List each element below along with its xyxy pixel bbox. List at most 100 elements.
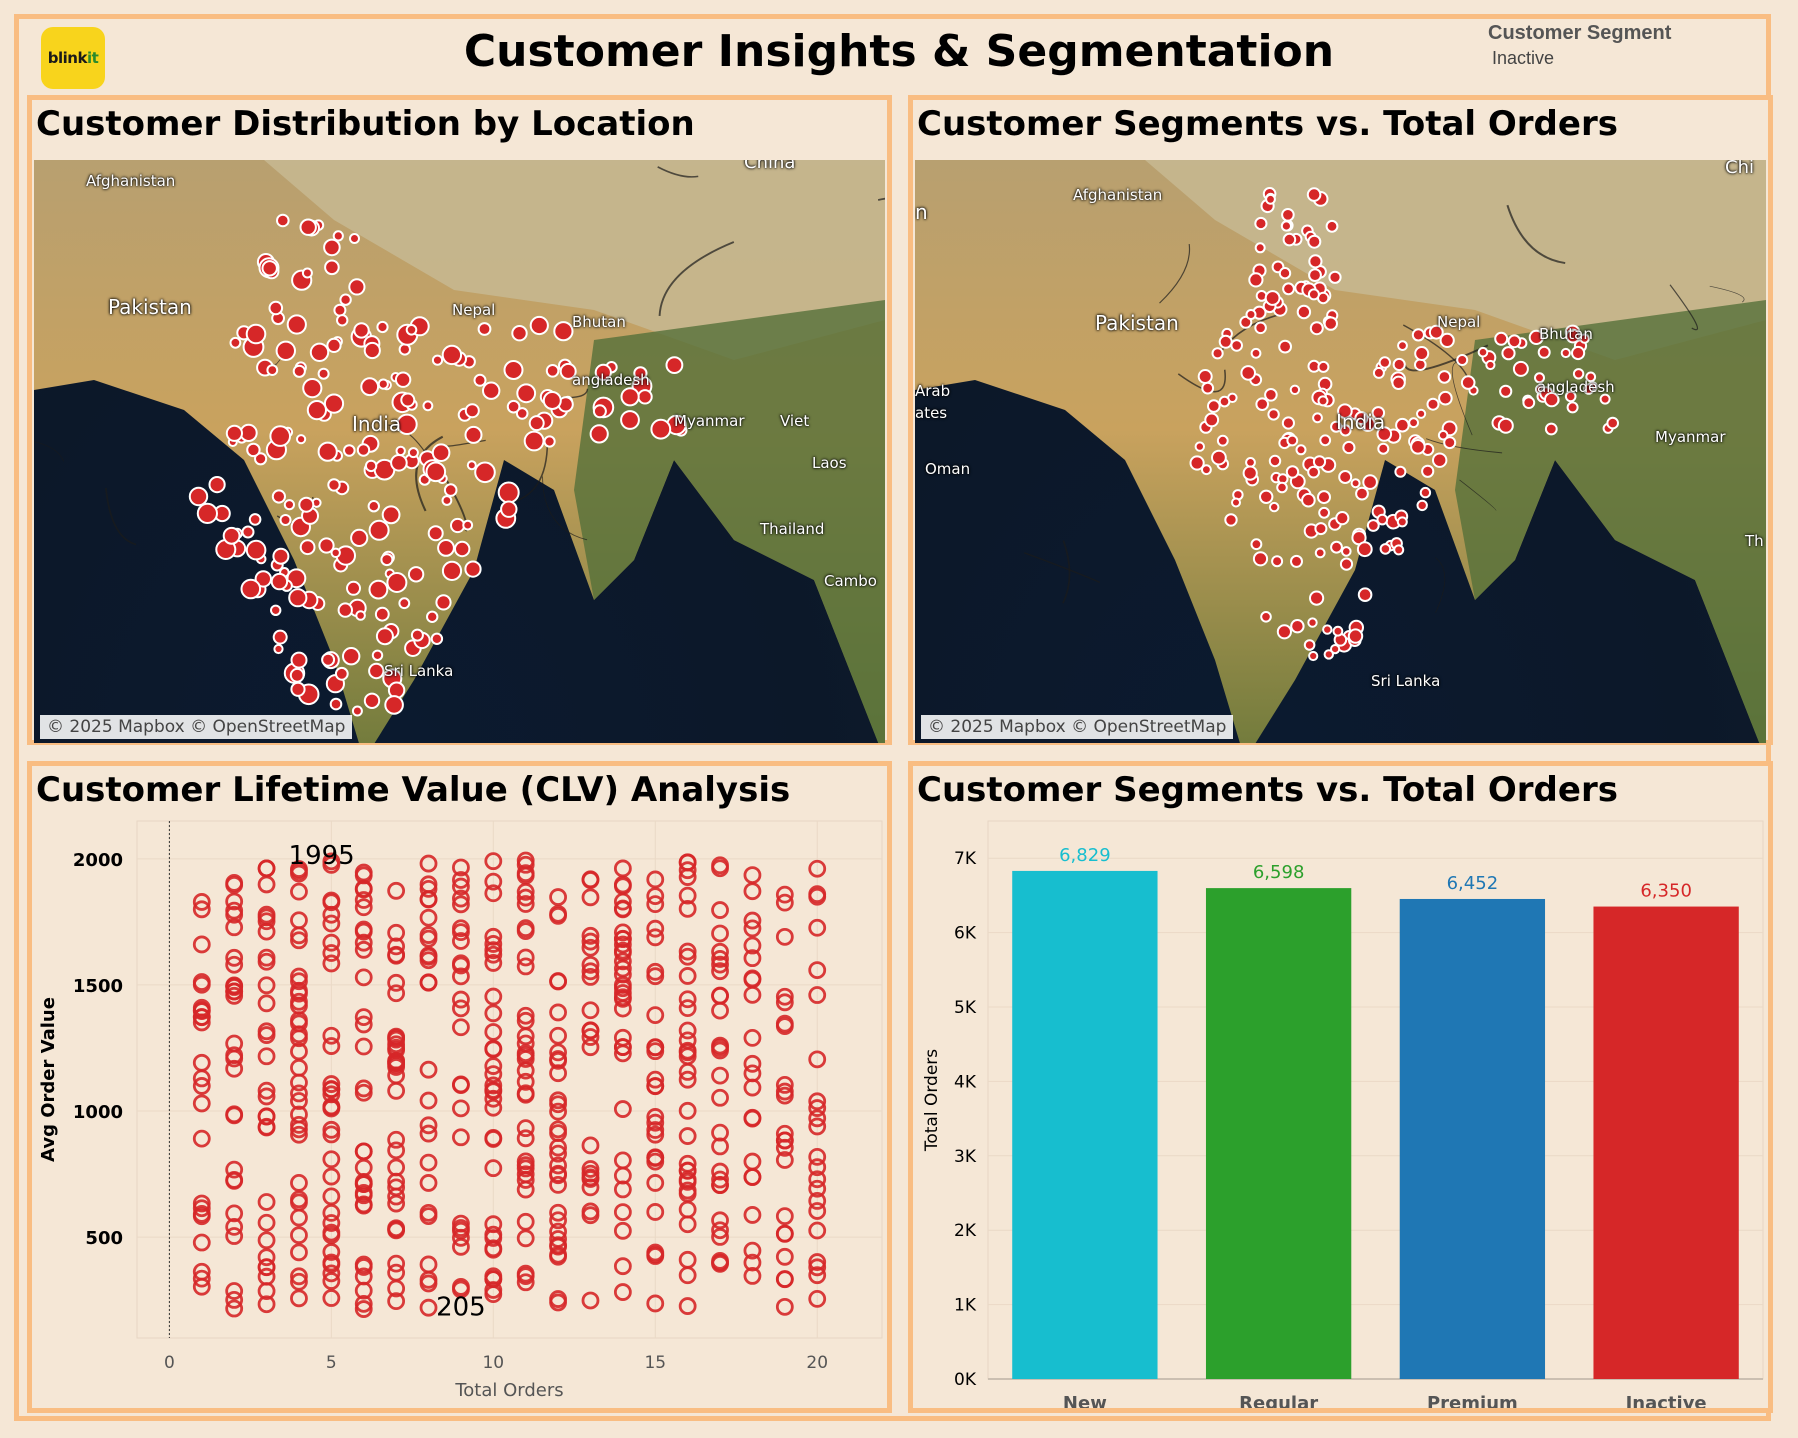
customer-location-marker [1564,390,1577,403]
scatter-point [322,852,341,871]
customer-location-marker [323,238,341,257]
customer-location-marker [437,539,455,557]
scatter-point [743,1054,762,1073]
map-place-label: Thailand [760,520,825,538]
scatter-point [192,1094,211,1113]
scatter-point [192,1069,211,1088]
customer-location-marker [454,540,471,558]
customer-location-marker [321,652,336,667]
scatter-point [743,1206,762,1224]
customer-location-marker [254,570,273,588]
scatter-point [711,901,729,919]
customer-location-marker [1432,452,1448,468]
dashboard-title: Customer Insights & Segmentation [463,26,1335,77]
panel-title: Customer Segments vs. Total Orders [917,104,1618,144]
border-line [542,476,588,541]
customer-location-marker [1314,547,1326,559]
y-tick-label: 1000 [73,1102,123,1123]
customer-location-marker [1328,270,1342,284]
scatter-point [419,1116,438,1135]
scatter-point [549,1156,567,1175]
map-attribution[interactable]: © 2025 Mapbox © OpenStreetMap [40,715,353,739]
scatter-point [549,1164,567,1183]
scatter-point [549,972,567,991]
customer-location-marker [589,424,609,444]
customer-location-marker [363,692,381,709]
customer-location-marker [318,537,335,554]
customer-location-marker [346,580,361,596]
bar-new [1012,870,1158,1379]
customer-location-marker [302,378,323,399]
customer-location-marker [1290,554,1303,568]
scatter-point [775,1076,794,1094]
customer-location-marker [377,378,389,390]
customer-location-marker [380,553,394,567]
customer-location-marker [1571,345,1586,361]
border-line [657,166,699,178]
scatter-point [646,1247,665,1265]
customer-location-marker [500,500,518,518]
scatter-point [354,879,373,898]
map-attribution[interactable]: © 2025 Mapbox © OpenStreetMap [921,715,1234,739]
customer-location-marker [1332,625,1344,637]
map-place-label: Laos [812,454,847,472]
customer-location-marker [337,602,353,618]
customer-location-marker [326,337,342,353]
scatter-point [808,1258,827,1277]
map-place-label: Pakistan [1095,311,1179,335]
segment-bar-chart[interactable]: 0K 1K 2K 3K 4K 5K 6K 7K Total Orders 6,829 New 6,59… [913,766,1768,1408]
customer-location-marker [271,489,286,504]
scatter-point [743,1078,762,1097]
customer-location-marker [425,461,447,483]
customer-location-marker [283,499,295,511]
map-place-label: Th [1745,532,1764,550]
location-map[interactable]: © 2025 Mapbox © OpenStreetMap Afghanista… [34,160,885,743]
customer-location-marker [1301,492,1316,508]
customer-location-marker [1201,381,1215,395]
customer-location-marker [398,343,411,356]
customer-location-marker [208,476,226,494]
customer-location-marker [246,442,261,458]
y-axis-label: Total Orders [922,1049,942,1152]
scatter-point [484,941,503,960]
customer-location-marker [431,354,444,366]
customer-location-marker [266,364,279,377]
scatter-point [775,893,794,912]
scatter-point [484,954,503,972]
value-annotation: 205 [436,1293,486,1323]
scatter-point [808,1170,827,1189]
legend-item-inactive[interactable]: Inactive [1492,48,1555,68]
scatter-point [516,895,535,913]
scatter-point [613,900,632,919]
segments-map[interactable]: © 2025 Mapbox © OpenStreetMap Afghanista… [915,160,1766,743]
customer-location-marker [1341,546,1352,557]
scatter-point [646,1203,665,1221]
customer-location-marker [1317,490,1331,505]
scatter-point [419,1174,438,1192]
customer-location-marker [1362,474,1378,490]
clv-scatter-chart[interactable]: 500 1000 1500 2000 0 5 10 15 20 Total Orders Avg O… [32,766,887,1408]
map-place-label: Nepal [452,301,496,319]
scatter-point [290,996,308,1015]
scatter-point [290,861,308,880]
scatter-point [290,967,308,986]
customer-location-marker [339,293,352,306]
customer-location-marker [1335,511,1350,526]
customer-location-marker [441,344,463,366]
customer-location-marker [350,528,369,547]
customer-location-marker [1339,557,1354,571]
scatter-point [322,1120,341,1139]
scatter-point [257,1047,276,1066]
scatter-point [322,893,341,912]
customer-location-marker [1260,611,1272,623]
scatter-point [290,1105,308,1124]
border-line [1459,479,1497,511]
customer-location-marker [268,300,284,316]
scatter-point [549,1175,567,1194]
scatter-point [387,984,406,1003]
scatter-point [549,1091,567,1110]
customer-location-marker [395,445,406,457]
scatter-point [257,1213,276,1232]
scatter-point [290,984,308,1003]
customer-location-marker [245,323,267,345]
